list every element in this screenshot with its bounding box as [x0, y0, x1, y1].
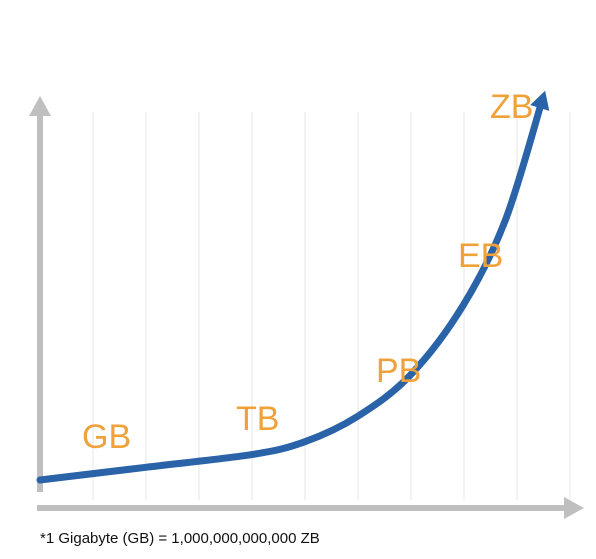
x-axis-arrowhead	[564, 497, 584, 519]
curve-arrowhead	[530, 90, 550, 111]
unit-label-pb: PB	[376, 352, 421, 390]
series-layer	[36, 90, 550, 484]
footnote: *1 Gigabyte (GB) = 1,000,000,000,000 ZB	[40, 530, 320, 547]
y-axis-arrowhead	[29, 96, 51, 116]
unit-label-tb: TB	[236, 400, 279, 438]
growth-curve	[36, 94, 547, 484]
unit-label-zb: ZB	[490, 88, 533, 126]
axes	[29, 96, 584, 519]
unit-labels: GB TB PB EB ZB	[82, 88, 533, 456]
unit-label-eb: EB	[458, 237, 503, 275]
unit-label-gb: GB	[82, 418, 131, 456]
grid-lines	[92, 112, 571, 500]
